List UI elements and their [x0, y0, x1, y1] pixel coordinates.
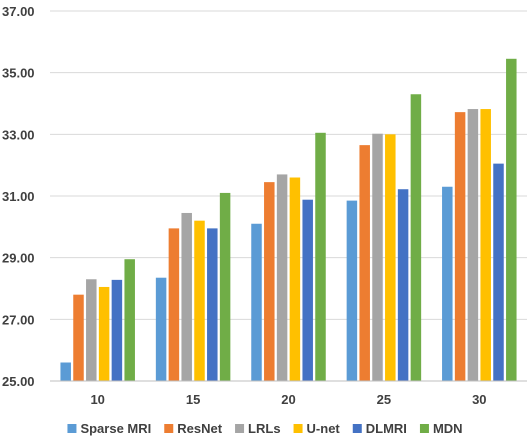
bar-lrls-25 [372, 133, 383, 381]
y-tick-label: 27.00 [2, 312, 35, 327]
bar-sparse-mri-25 [346, 200, 358, 381]
bar-u-net-15 [194, 220, 205, 381]
bar-sparse-mri-10 [60, 362, 71, 381]
legend-label: DLMRI [366, 421, 407, 436]
x-axis-tick-labels: 10 15 20 25 30 [90, 392, 486, 407]
bar-lrls-30 [467, 109, 479, 382]
bar-dlmri-10 [111, 279, 123, 381]
bar-mdn-25 [410, 94, 422, 381]
bar-lrls-15 [181, 212, 192, 381]
legend-label: Sparse MRI [80, 421, 151, 436]
bar-sparse-mri-15 [155, 277, 167, 381]
bar-dlmri-15 [207, 228, 218, 381]
legend-item: MDN [419, 421, 463, 436]
legend-label: LRLs [248, 421, 280, 436]
legend-swatch [419, 424, 429, 433]
legend-item: DLMRI [352, 421, 407, 436]
bars [60, 58, 517, 382]
bar-sparse-mri-30 [442, 186, 453, 381]
bar-dlmri-20 [302, 199, 313, 381]
y-tick-label: 35.00 [2, 66, 35, 81]
y-tick-label: 37.00 [2, 4, 35, 19]
bar-dlmri-25 [397, 189, 409, 381]
legend-label: U-net [307, 421, 341, 436]
y-tick-label: 29.00 [2, 251, 35, 266]
bar-lrls-20 [276, 174, 288, 381]
bar-sparse-mri-20 [251, 223, 262, 381]
bar-mdn-15 [219, 192, 231, 381]
bar-u-net-20 [289, 177, 301, 381]
legend-swatch [352, 424, 362, 433]
legend-item: U-net [293, 421, 341, 436]
y-axis-tick-labels: 25.00 27.00 29.00 31.00 33.00 35.00 37.00 [2, 4, 35, 389]
legend-swatch [235, 424, 245, 433]
y-tick-label: 31.00 [2, 189, 35, 204]
legend-swatch [164, 424, 174, 433]
x-tick-label: 10 [90, 392, 104, 407]
bar-u-net-25 [385, 134, 396, 381]
legend-item: LRLs [235, 421, 281, 436]
legend-label: MDN [433, 421, 463, 436]
bar-resnet-25 [359, 145, 370, 381]
legend-label: ResNet [177, 421, 222, 436]
bar-resnet-20 [264, 182, 275, 382]
legend-item: Sparse MRI [67, 421, 151, 436]
x-tick-label: 30 [472, 392, 486, 407]
legend-swatch [67, 424, 77, 433]
legend-item: ResNet [164, 421, 223, 436]
legend-swatch [293, 424, 303, 433]
y-tick-label: 25.00 [2, 374, 35, 389]
x-tick-label: 25 [377, 392, 391, 407]
bar-resnet-15 [168, 228, 180, 381]
bar-resnet-30 [454, 112, 466, 381]
x-tick-label: 15 [186, 392, 200, 407]
bar-resnet-10 [73, 294, 84, 381]
bar-u-net-30 [480, 109, 491, 382]
bar-mdn-20 [315, 132, 326, 381]
bar-dlmri-30 [493, 163, 504, 381]
bar-mdn-30 [506, 58, 517, 381]
bar-lrls-10 [86, 279, 97, 381]
x-tick-label: 20 [281, 392, 295, 407]
y-tick-label: 33.00 [2, 127, 35, 142]
bar-mdn-10 [124, 259, 135, 381]
bar-u-net-10 [98, 286, 110, 381]
legend: Sparse MRI ResNet LRLs U-net DLMRI MDN [67, 421, 463, 436]
